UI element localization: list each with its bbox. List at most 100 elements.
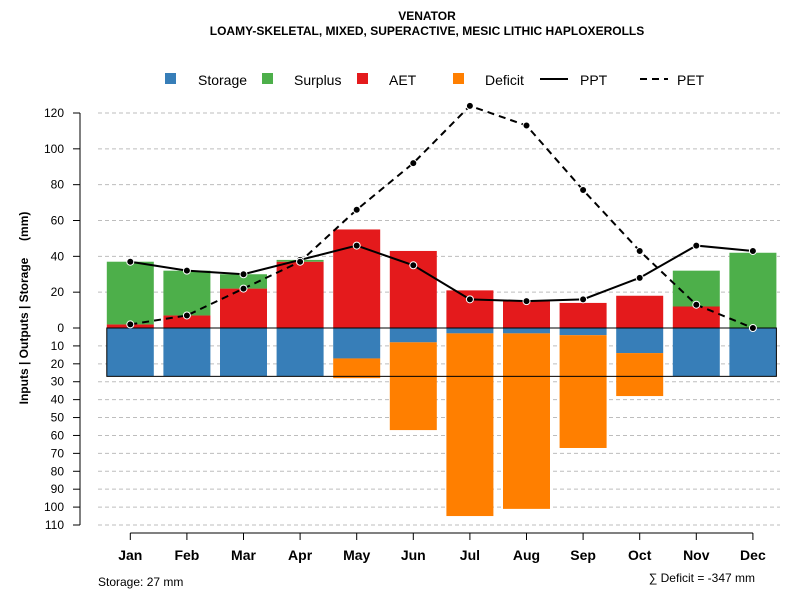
point-pet [579,186,588,195]
legend-deficit-swatch [453,73,464,84]
bar-storage [333,328,381,359]
bar-storage [616,328,664,354]
bar-storage [163,328,211,377]
bar-storage [106,328,154,377]
y-tick-label: 70 [51,446,65,460]
point-pet [126,320,135,329]
bar-surplus [106,261,154,325]
storage-capacity-outline [106,327,777,377]
point-pet [522,121,531,130]
bar-storage [503,328,550,334]
point-ppt [579,295,588,304]
bar-deficit [446,333,494,517]
month-label: Sep [570,547,596,563]
month-label: Nov [683,547,710,563]
legend-deficit-label: Deficit [485,72,524,88]
legend-aet-label: AET [389,72,417,88]
legend-ppt-label: PPT [580,72,608,88]
line-ppt [130,244,753,303]
y-tick-label: 110 [45,518,64,532]
y-tick-label: 100 [44,500,64,514]
point-pet [748,324,757,332]
line-pet [130,104,754,329]
bar-storage [446,328,494,334]
point-ppt [126,257,135,266]
series-lines [126,101,757,332]
legend: Storage Surplus AET Deficit PPT PET [165,72,705,88]
y-tick-label: 20 [51,357,65,371]
y-tick-label: 100 [44,142,64,156]
legend-surplus-swatch [262,73,273,84]
bar-storage [729,328,777,377]
point-ppt [635,273,644,282]
bar-deficit [503,333,550,509]
bar-aet [559,302,607,328]
bar-aet [503,301,550,328]
y-tick-label: 80 [51,178,65,192]
point-ppt [239,270,248,279]
legend-pet-label: PET [677,72,705,88]
gridlines [98,112,780,526]
point-pet [296,257,305,266]
month-label: Jun [401,547,426,563]
bar-storage [276,328,324,377]
bar-storage [220,328,267,377]
month-label: Oct [628,547,652,563]
y-tick-label: 120 [44,106,64,120]
bar-storage [672,328,720,377]
bar-aet [672,306,720,328]
point-ppt [465,295,474,304]
y-tick-label: 90 [51,482,65,496]
point-pet [409,159,418,168]
bar-deficit [389,342,437,431]
point-ppt [748,246,757,255]
bar-aet [220,288,267,328]
month-label: Mar [231,547,256,563]
chart-subtitle: LOAMY-SKELETAL, MIXED, SUPERACTIVE, MESI… [210,24,644,38]
point-ppt [352,241,361,250]
point-pet [692,300,701,309]
month-labels: Jan Feb Mar Apr May Jun Jul Aug Sep Oct Nov Dec [118,547,766,563]
point-pet [635,246,644,255]
y-tick-label: 0 [57,321,64,335]
point-ppt [692,241,701,250]
bar-surplus [220,274,267,289]
month-label: May [343,547,370,563]
axes [73,112,754,540]
tick-labels: 0 20 40 60 80 100 120 10 20 30 40 50 60 70 80 90 100 110 [44,106,64,532]
point-ppt [522,297,531,306]
bar-surplus [729,252,777,328]
y-tick-label: 20 [51,285,65,299]
month-label: Dec [740,547,766,563]
y-tick-label: 30 [51,375,65,389]
point-pet [352,205,361,214]
y-tick-label: 60 [51,214,65,228]
storage-capacity-frame [106,327,777,377]
chart-title: VENATOR [398,9,456,23]
month-label: Jul [460,547,480,563]
bar-deficit [616,353,664,397]
month-label: Aug [513,547,540,563]
legend-aet-swatch [357,73,368,84]
bar-storage [389,328,437,343]
y-tick-label: 40 [51,393,65,407]
legend-storage-swatch [165,73,176,84]
bar-aet [163,315,211,328]
bar-aet [276,261,324,328]
y-axis-title: Inputs | Outputs | Storage (mm) [17,212,31,405]
bar-storage [559,328,607,336]
y-tick-label: 50 [51,411,65,425]
point-pet [239,284,248,293]
month-label: Apr [288,547,313,563]
point-ppt [409,261,418,270]
y-tick-label: 40 [51,249,65,263]
point-ppt [182,266,191,275]
storage-footer: Storage: 27 mm [98,575,183,589]
point-pet [465,101,474,110]
legend-surplus-label: Surplus [294,72,341,88]
y-tick-label: 10 [51,339,65,353]
bars [106,229,777,517]
bar-deficit [333,358,381,379]
legend-storage-label: Storage [198,72,247,88]
